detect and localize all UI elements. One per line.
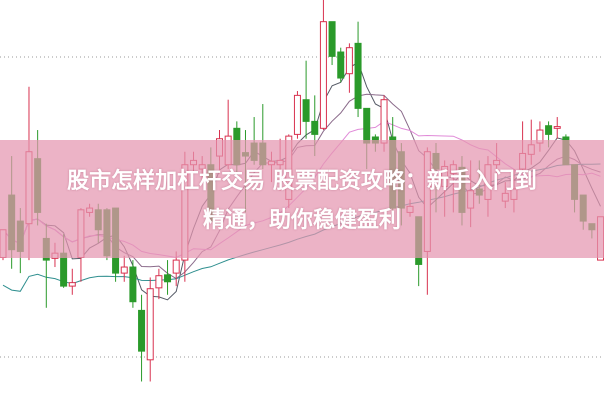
candle-body-up: [293, 94, 301, 135]
candle-body-down: [129, 266, 137, 303]
candle-body-up: [380, 99, 388, 144]
candle: [553, 117, 561, 139]
candle: [328, 21, 336, 66]
candle: [345, 43, 353, 93]
candle-body-down: [337, 51, 345, 79]
candle-body-up: [345, 47, 353, 75]
candle-body-down: [311, 120, 319, 135]
candle: [138, 294, 146, 382]
title-line-2: 精通，助你稳健盈利: [202, 208, 401, 233]
candle-body-down: [545, 125, 553, 135]
candle-body-up: [155, 275, 163, 289]
candle-body-up: [553, 126, 561, 129]
candle-body-up: [146, 288, 154, 361]
candle-body-down: [138, 309, 146, 352]
candle-body-down: [354, 42, 362, 109]
candle-body-down: [60, 252, 68, 287]
candle: [155, 268, 163, 300]
candle: [337, 47, 345, 83]
candle: [164, 260, 172, 295]
candle-body-down: [164, 274, 172, 283]
candle-body-up: [68, 282, 76, 287]
candle-body-down: [328, 21, 336, 57]
candle-body-down: [302, 99, 310, 122]
title-banner: [0, 140, 604, 258]
candle: [354, 21, 362, 118]
title-line-1: 股市怎样加杠杆交易 股票配资攻略：新手入门到: [67, 169, 537, 194]
candle-body-up: [319, 21, 327, 129]
article-title[interactable]: 股市怎样加杠杆交易 股票配资攻略：新手入门到 精通，助你稳健盈利: [0, 162, 604, 240]
candle: [129, 260, 137, 308]
candle: [68, 268, 76, 295]
candle-body-up: [120, 266, 128, 274]
candle: [319, 0, 327, 131]
candle: [120, 255, 128, 282]
candle: [146, 277, 154, 382]
candle-body-down: [363, 107, 371, 144]
candle: [293, 91, 301, 139]
candle-body-up: [172, 259, 180, 274]
candle: [302, 60, 310, 139]
